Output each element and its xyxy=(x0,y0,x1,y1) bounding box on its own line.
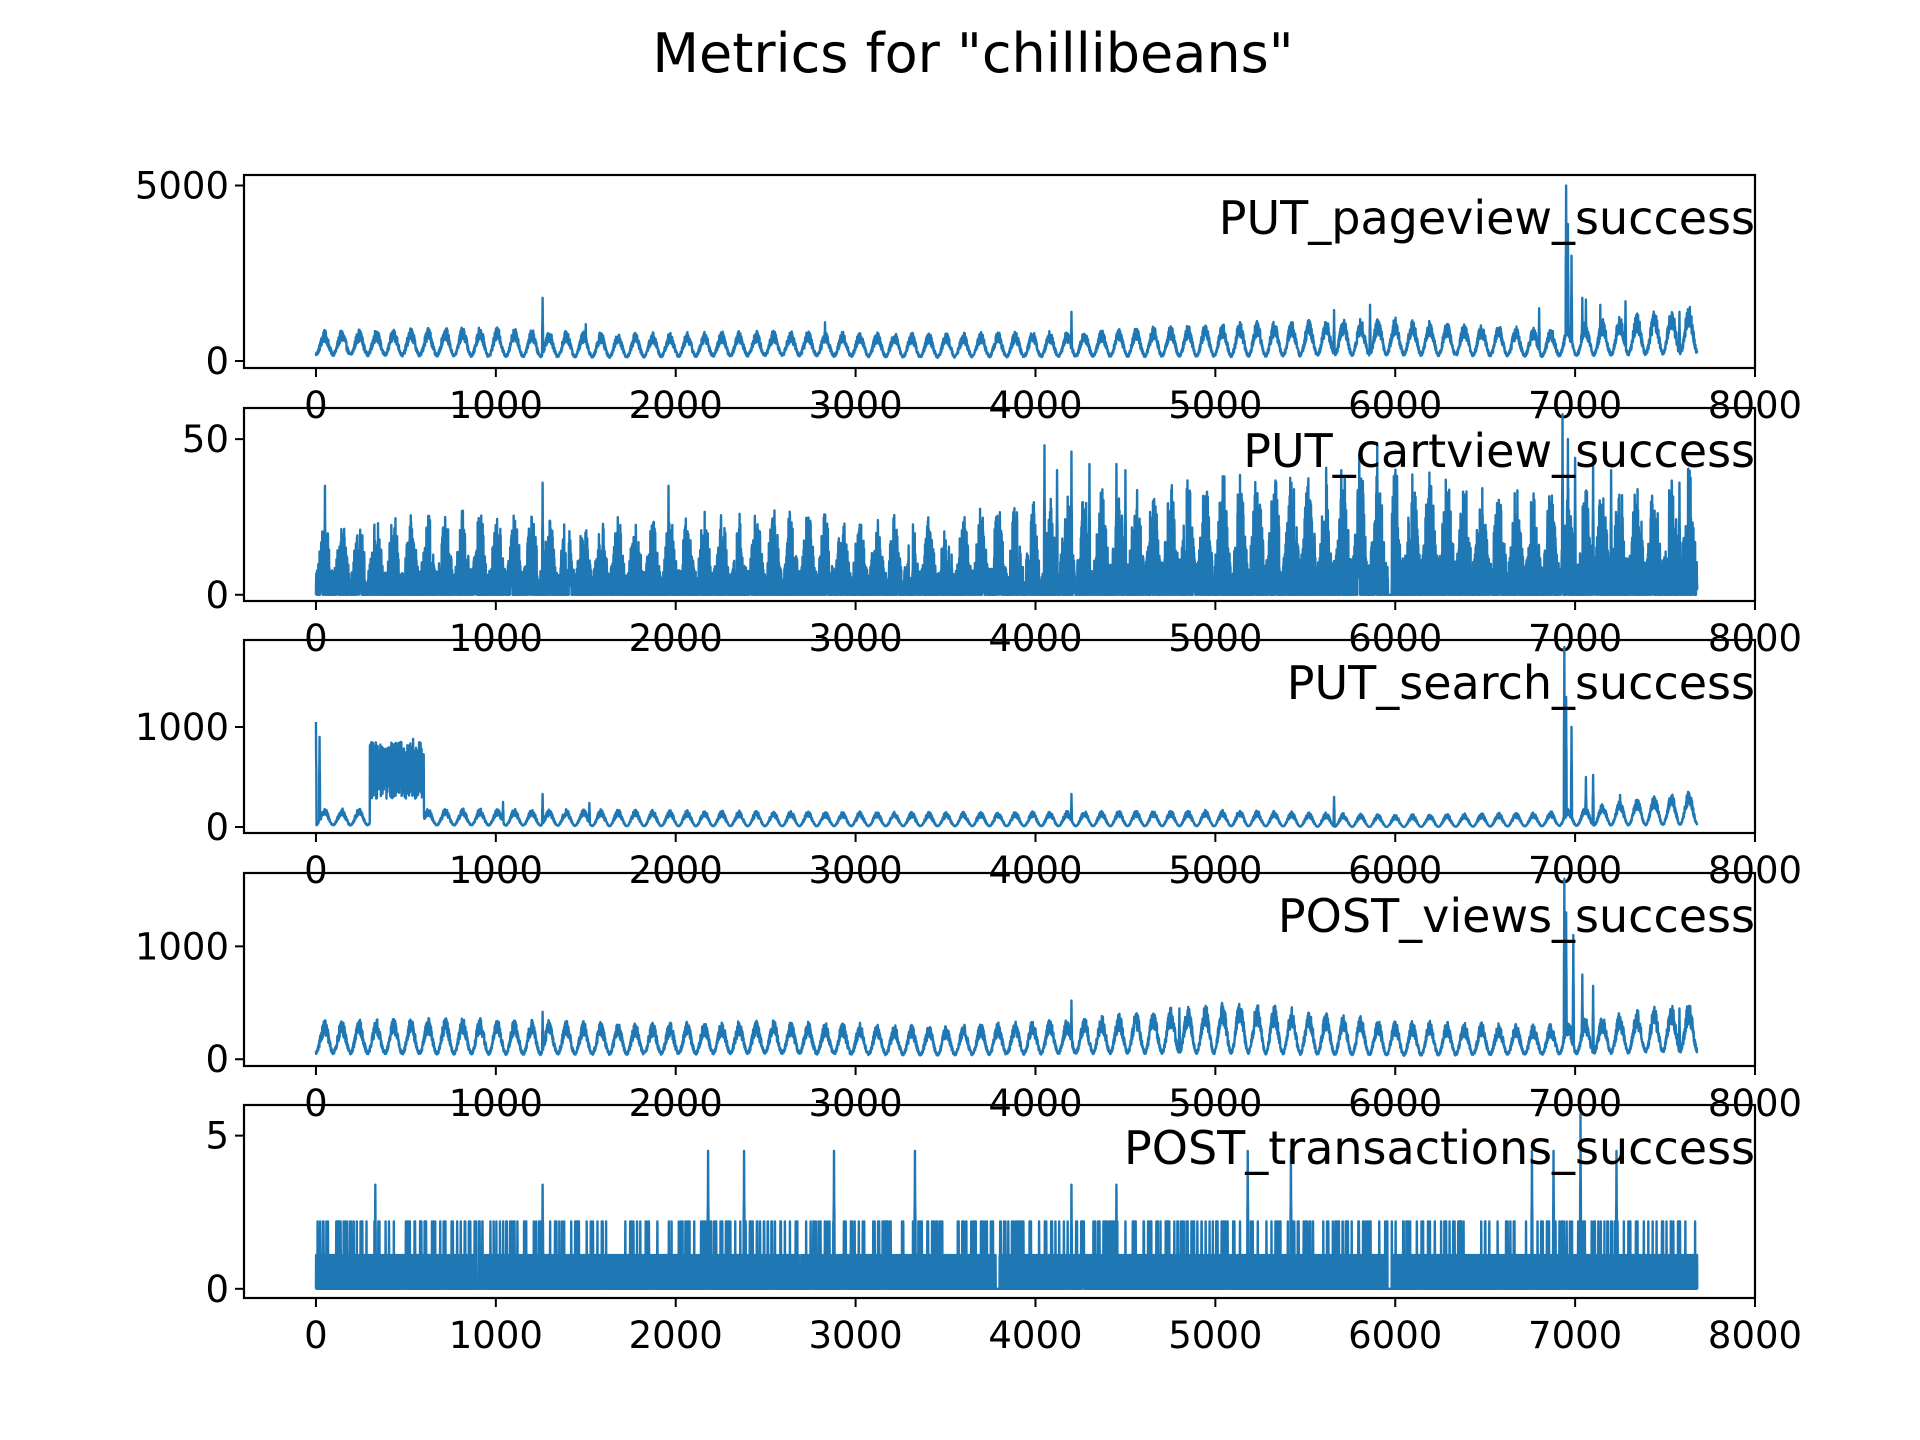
x-tick-label: 4000 xyxy=(988,617,1082,660)
x-tick-label: 2000 xyxy=(629,1314,723,1357)
x-tick-label: 4000 xyxy=(988,384,1082,427)
x-tick-label: 0 xyxy=(304,849,328,892)
axes-frame xyxy=(242,638,1757,835)
x-tick-label: 1000 xyxy=(449,849,543,892)
x-tick-label: 2000 xyxy=(629,384,723,427)
x-tick-label: 3000 xyxy=(809,617,903,660)
x-tick-label: 2000 xyxy=(629,617,723,660)
x-tick-label: 5000 xyxy=(1168,617,1262,660)
x-tick-label: 7000 xyxy=(1528,384,1622,427)
x-tick-label: 1000 xyxy=(449,1082,543,1125)
subplot-post-transactions-success: 0 5 0 1000 2000 3000 4000 5000 6000 7000 8000 POST_… xyxy=(205,1103,1802,1357)
x-tick-label: 0 xyxy=(304,1082,328,1125)
series-line-put-search-success xyxy=(314,645,1699,829)
x-tick-label: 4000 xyxy=(988,849,1082,892)
x-tick-label: 5000 xyxy=(1168,384,1262,427)
x-tick-label: 0 xyxy=(304,617,328,660)
x-tick-label: 0 xyxy=(304,384,328,427)
x-tick-label: 8000 xyxy=(1708,1314,1802,1357)
x-tick-label: 6000 xyxy=(1348,1082,1442,1125)
y-tick-label: 0 xyxy=(205,574,229,617)
x-tick-label: 1000 xyxy=(449,617,543,660)
x-tick-label: 6000 xyxy=(1348,384,1442,427)
x-tick-label: 7000 xyxy=(1528,1082,1622,1125)
y-tick-label: 5 xyxy=(205,1115,229,1158)
series-label: POST_views_success xyxy=(1278,889,1755,943)
axes-frame xyxy=(242,406,1757,603)
y-tick-label: 0 xyxy=(205,806,229,849)
x-tick-label: 7000 xyxy=(1528,1314,1622,1357)
y-tick-label: 50 xyxy=(182,418,229,461)
x-tick-label: 2000 xyxy=(629,1082,723,1125)
x-tick-label: 4000 xyxy=(988,1082,1082,1125)
y-tick-label: 0 xyxy=(205,1038,229,1081)
x-tick-label: 2000 xyxy=(629,849,723,892)
x-tick-label: 3000 xyxy=(809,1082,903,1125)
series-line-put-cartview-success xyxy=(314,413,1699,596)
chart-title: Metrics for "chillibeans" xyxy=(652,22,1293,85)
x-tick-label: 5000 xyxy=(1168,1082,1262,1125)
axes-frame xyxy=(242,1103,1757,1300)
y-tick-label: 0 xyxy=(205,340,229,383)
y-tick-label: 5000 xyxy=(135,165,229,208)
series-line-post-transactions-success xyxy=(314,1112,1699,1291)
x-tick-label: 7000 xyxy=(1528,617,1622,660)
series-label: PUT_search_success xyxy=(1287,656,1755,710)
series-label: POST_transactions_success xyxy=(1124,1121,1755,1175)
series-line-post-views-success xyxy=(314,877,1699,1057)
x-tick-label: 6000 xyxy=(1348,1314,1442,1357)
x-tick-label: 7000 xyxy=(1528,849,1622,892)
x-tick-label: 6000 xyxy=(1348,617,1442,660)
series-label: PUT_pageview_success xyxy=(1219,191,1755,245)
y-tick-label: 1000 xyxy=(135,706,229,749)
x-tick-label: 3000 xyxy=(809,849,903,892)
x-tick-label: 3000 xyxy=(809,1314,903,1357)
series-label: PUT_cartview_success xyxy=(1243,424,1755,478)
x-tick-label: 5000 xyxy=(1168,1314,1262,1357)
axes-frame xyxy=(242,173,1757,370)
series-line-put-pageview-success xyxy=(314,184,1699,359)
y-tick-label: 1000 xyxy=(135,925,229,968)
x-tick-label: 3000 xyxy=(809,384,903,427)
axes-frame xyxy=(242,871,1757,1068)
y-tick-label: 0 xyxy=(205,1268,229,1311)
x-tick-label: 5000 xyxy=(1168,849,1262,892)
x-tick-label: 6000 xyxy=(1348,849,1442,892)
x-tick-label: 0 xyxy=(304,1314,328,1357)
x-tick-label: 1000 xyxy=(449,1314,543,1357)
x-tick-label: 1000 xyxy=(449,384,543,427)
x-tick-label: 4000 xyxy=(988,1314,1082,1357)
